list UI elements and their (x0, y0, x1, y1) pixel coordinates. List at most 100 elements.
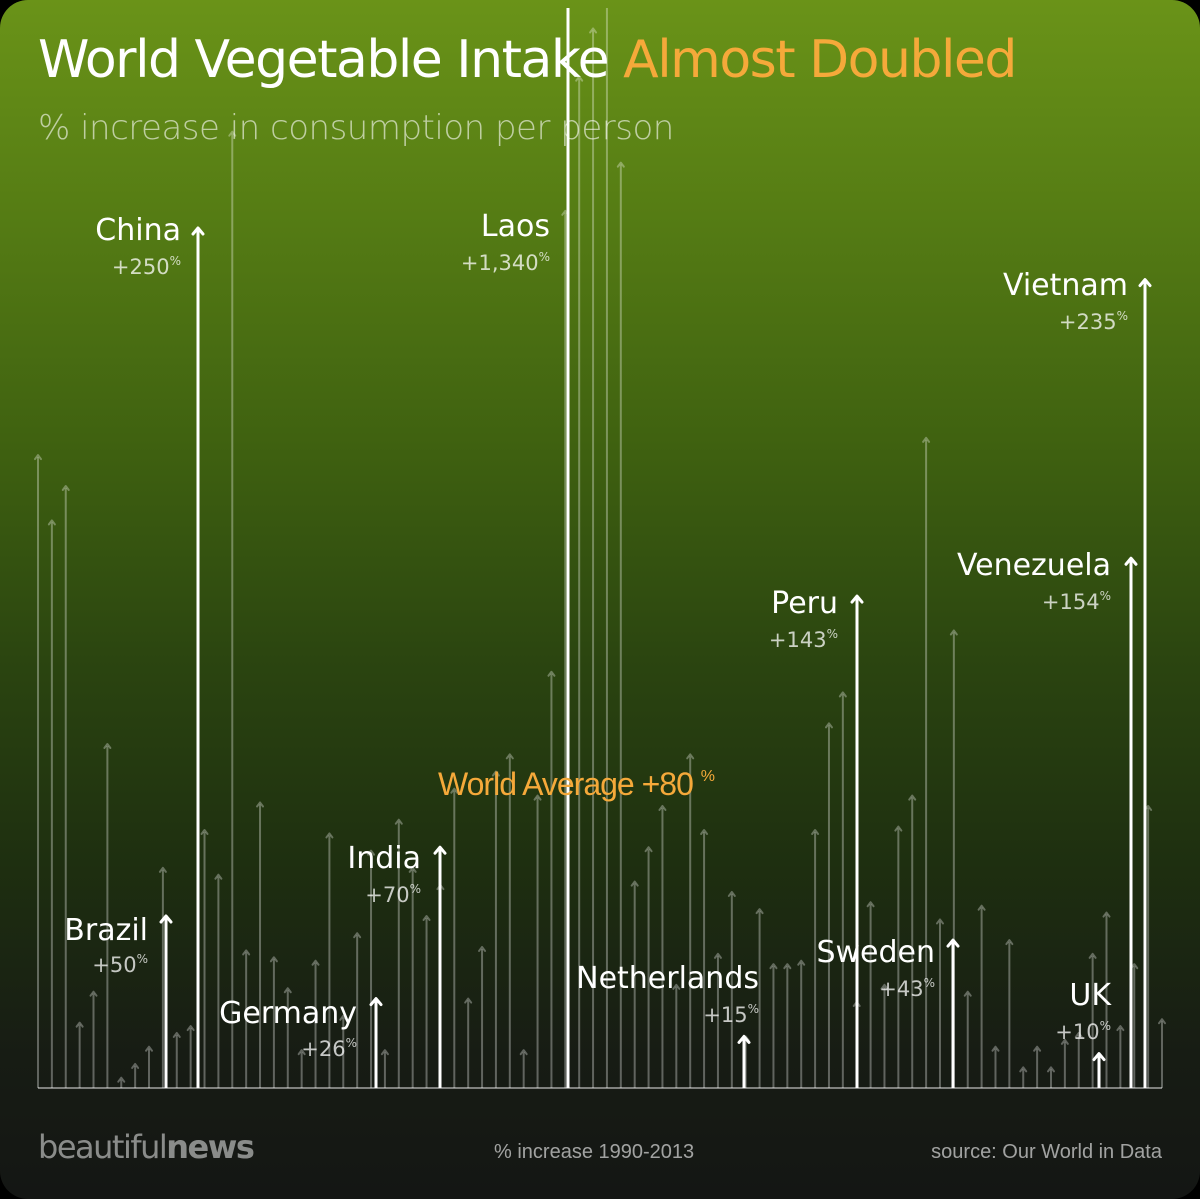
value-peru: +143% (769, 627, 838, 652)
background-arrow (824, 722, 833, 1088)
background-arrow (172, 1031, 181, 1088)
background-arrow (103, 743, 112, 1088)
world-average-label: World Average +80 % (438, 766, 715, 802)
value-sweden: +43% (879, 976, 935, 1001)
value-vietnam: +235% (1059, 309, 1128, 334)
label-netherlands: Netherlands (576, 961, 759, 996)
background-arrow (1102, 911, 1111, 1088)
background-arrow (422, 915, 431, 1088)
background-arrow (1046, 1066, 1055, 1088)
background-arrow (214, 873, 223, 1088)
background-arrow (713, 952, 722, 1088)
background-arrow (838, 691, 847, 1088)
background-arrow (1088, 952, 1097, 1088)
background-arrow (89, 990, 98, 1088)
beautiful-news-logo: beautifulnews (38, 1128, 255, 1166)
background-arrow (117, 1076, 126, 1088)
label-peru: Peru (771, 586, 838, 621)
background-arrow (394, 818, 403, 1088)
world-average-value: +80 (642, 766, 693, 802)
value-india: +70% (365, 882, 421, 907)
logo-bold: news (166, 1128, 255, 1166)
background-arrow (1074, 1031, 1083, 1088)
chart-title: World Vegetable Intake Almost Doubled (38, 30, 1017, 90)
background-arrows (34, 8, 1166, 1088)
label-china: China (95, 213, 181, 248)
background-arrow (686, 753, 695, 1088)
background-arrow (797, 959, 806, 1088)
highlighted-arrows (159, 8, 1152, 1088)
background-arrow (727, 890, 736, 1088)
background-arrow (866, 901, 875, 1088)
background-arrow (658, 804, 667, 1088)
arrow-brazil (159, 914, 173, 1088)
arrow-india (433, 845, 447, 1088)
background-arrow (380, 1049, 389, 1088)
background-arrow (242, 949, 251, 1088)
background-arrow (325, 832, 334, 1088)
background-arrow (963, 990, 972, 1088)
background-arrow (283, 987, 292, 1088)
background-arrow (922, 436, 931, 1088)
background-arrow (408, 866, 417, 1088)
background-arrow (769, 963, 778, 1088)
background-arrow (228, 130, 237, 1088)
value-germany: +26% (301, 1036, 357, 1061)
background-arrow (297, 1049, 306, 1088)
arrow-venezuela (1124, 556, 1138, 1088)
background-arrow (34, 454, 42, 1088)
value-venezuela: +154% (1042, 589, 1111, 614)
background-arrow (519, 1049, 528, 1088)
arrow-vietnam (1138, 278, 1152, 1088)
background-arrow (1060, 1038, 1069, 1088)
background-arrow (991, 1045, 1000, 1088)
label-laos: Laos (481, 209, 550, 244)
label-india: India (347, 841, 421, 876)
value-uk: +10% (1055, 1019, 1111, 1044)
label-uk: UK (1069, 978, 1112, 1013)
background-arrow (131, 1062, 140, 1088)
title-highlight: Almost Doubled (623, 30, 1017, 90)
background-arrow (269, 956, 278, 1088)
title-main: World Vegetable Intake (38, 30, 610, 90)
background-arrow (145, 1045, 154, 1088)
background-arrow (1033, 1045, 1042, 1088)
logo-light: beautiful (38, 1128, 168, 1166)
background-arrow (811, 829, 820, 1088)
background-arrow (1158, 1018, 1166, 1088)
background-arrow (353, 932, 362, 1088)
background-arrow (1005, 939, 1014, 1088)
arrow-peru (850, 594, 864, 1088)
background-arrow (158, 866, 167, 1088)
background-arrow (478, 945, 487, 1088)
background-arrow (935, 918, 944, 1088)
background-arrow (755, 908, 764, 1088)
background-arrow (47, 519, 56, 1088)
background-arrow (505, 753, 514, 1088)
source-note: source: Our World in Data (931, 1141, 1162, 1163)
label-vietnam: Vietnam (1003, 268, 1128, 303)
label-venezuela: Venezuela (957, 548, 1111, 583)
arrow-china (191, 226, 205, 1088)
value-china: +250% (112, 254, 181, 279)
value-laos: +1,340% (461, 250, 550, 275)
background-arrow (491, 770, 500, 1088)
background-arrow (700, 829, 709, 1088)
background-arrow (75, 1021, 84, 1088)
country-labels: Brazil +50% China +250% Germany +26% India +70%… (64, 209, 1128, 1061)
label-germany: Germany (219, 996, 357, 1031)
background-arrow (1116, 1025, 1125, 1088)
background-arrow (575, 75, 584, 1088)
value-brazil: +50% (92, 952, 148, 977)
background-arrow (547, 670, 556, 1088)
background-arrow (630, 880, 639, 1088)
background-arrow (256, 801, 265, 1088)
background-arrow (880, 983, 889, 1088)
background-arrow (644, 846, 653, 1088)
background-arrow (200, 829, 209, 1088)
label-brazil: Brazil (64, 913, 148, 948)
label-sweden: Sweden (816, 935, 935, 970)
background-arrow (339, 1014, 348, 1088)
